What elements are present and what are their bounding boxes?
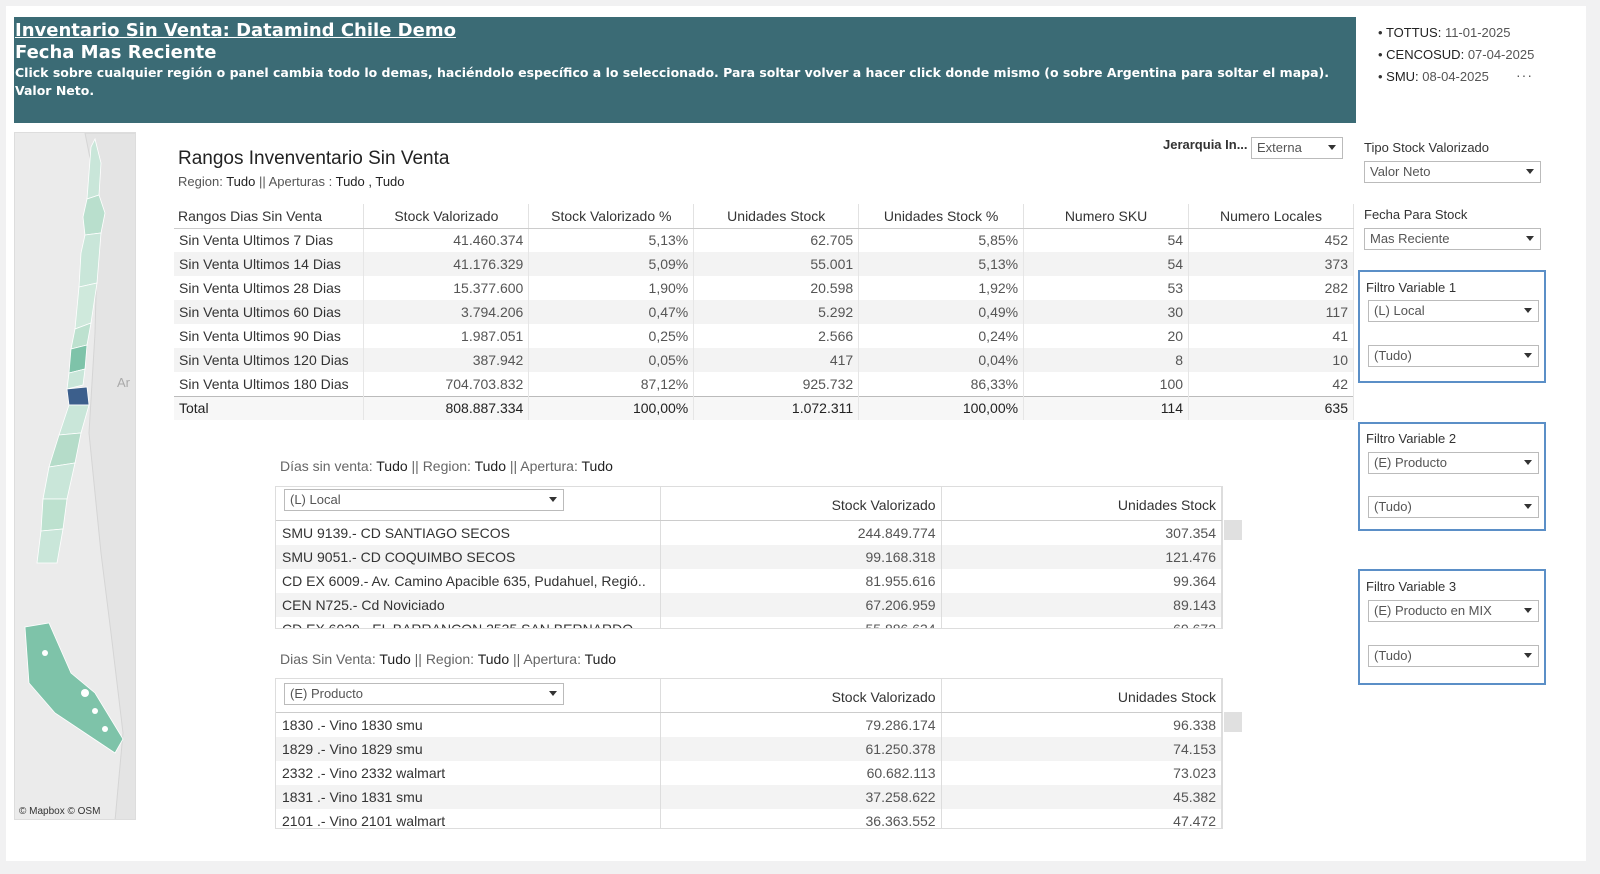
tipo-stock-label: Tipo Stock Valorizado xyxy=(1364,140,1490,155)
map-region xyxy=(24,622,124,754)
map-region xyxy=(40,498,68,532)
locales-table[interactable]: (L) Local Stock Valorizado Unidades Stoc… xyxy=(275,486,1223,629)
total-row[interactable]: Total 808.887.334 100,00% 1.072.311 100,00% 1… xyxy=(174,395,1354,420)
chile-map-svg[interactable] xyxy=(15,133,136,820)
productos-table[interactable]: (E) Producto Stock Valorizado Unidades S… xyxy=(275,678,1223,829)
table-row[interactable]: Sin Venta Ultimos 90 Dias 1.987.051 0,25% 2… xyxy=(174,324,1354,348)
dashboard-subtitle: Fecha Mas Reciente xyxy=(15,42,217,63)
col-header[interactable]: Stock Valorizado xyxy=(661,679,942,712)
productos-scrollbar[interactable] xyxy=(1224,712,1242,732)
chevron-down-icon[interactable] xyxy=(1526,169,1534,174)
chevron-down-icon[interactable] xyxy=(1526,236,1534,241)
productos-header-row: (E) Producto Stock Valorizado Unidades S… xyxy=(276,679,1222,713)
col-header[interactable]: Unidades Stock xyxy=(693,204,860,229)
chevron-down-icon[interactable] xyxy=(1524,460,1532,465)
filtro-1-value-dropdown[interactable]: (Tudo) xyxy=(1368,345,1539,367)
table-row[interactable]: 1829 .- Vino 1829 smu 61.250.378 74.153 xyxy=(276,737,1222,761)
map-credit[interactable]: © Mapbox © OSM xyxy=(19,806,101,817)
date-item: • SMU: 08-04-2025 xyxy=(1378,69,1489,84)
col-header[interactable]: Stock Valorizado xyxy=(661,487,942,520)
col-header[interactable]: Unidades Stock % xyxy=(858,204,1025,229)
map-region xyxy=(36,528,64,564)
col-header[interactable]: Rangos Dias Sin Venta xyxy=(174,204,365,229)
table-row[interactable]: 1831 .- Vino 1831 smu 37.258.622 45.382 xyxy=(276,785,1222,809)
table-row[interactable]: Sin Venta Ultimos 180 Dias 704.703.832 87,… xyxy=(174,372,1354,396)
productos-dimension-dropdown[interactable]: (E) Producto xyxy=(284,683,564,705)
col-header[interactable]: Unidades Stock xyxy=(942,487,1222,520)
chevron-down-icon[interactable] xyxy=(1524,353,1532,358)
col-header[interactable]: Numero Locales xyxy=(1188,204,1354,229)
summary-title: Rangos Invenventario Sin Venta xyxy=(178,148,450,169)
col-header[interactable]: Stock Valorizado xyxy=(363,204,530,229)
filtro-2-value-dropdown[interactable]: (Tudo) xyxy=(1368,496,1539,518)
jerarquia-label: Jerarquia In... xyxy=(1163,137,1248,152)
region-map[interactable]: Ar © Mapbox © OSM xyxy=(14,132,136,820)
table-row[interactable]: Sin Venta Ultimos 28 Dias 15.377.600 1,90%… xyxy=(174,276,1354,300)
chevron-down-icon[interactable] xyxy=(1524,504,1532,509)
table-row[interactable]: Sin Venta Ultimos 60 Dias 3.794.206 0,47% 5… xyxy=(174,300,1354,324)
chevron-down-icon[interactable] xyxy=(1524,308,1532,313)
data-dates-list: • TOTTUS: 11-01-2025 • CENCOSUD: 07-04-2… xyxy=(1378,22,1534,88)
table-row[interactable]: CEN N725.- Cd Noviciado 67.206.959 89.143 xyxy=(276,593,1222,617)
filtro-3-dropdown[interactable]: (E) Producto en MIX xyxy=(1368,600,1539,622)
tipo-stock-dropdown[interactable]: Valor Neto xyxy=(1364,161,1541,183)
summary-header-row: Rangos Dias Sin Venta Stock Valorizado S… xyxy=(174,204,1354,229)
table-row[interactable]: SMU 9051.- CD COQUIMBO SECOS 99.168.318 12… xyxy=(276,545,1222,569)
summary-subtitle: Region: Tudo || Aperturas : Tudo , Tudo xyxy=(178,174,405,189)
chevron-down-icon[interactable] xyxy=(1524,653,1532,658)
dashboard-title[interactable]: Inventario Sin Venta: Datamind Chile Dem… xyxy=(15,20,456,41)
table-row[interactable]: CD EX 6020.- EL BARRANCON 2535 SAN BERNA… xyxy=(276,617,1222,628)
jerarquia-dropdown[interactable]: Externa xyxy=(1251,137,1343,159)
locales-dimension-dropdown[interactable]: (L) Local xyxy=(284,489,564,511)
table-row[interactable]: Sin Venta Ultimos 120 Dias 387.942 0,05% 41… xyxy=(174,348,1354,372)
filtro-3-label: Filtro Variable 3 xyxy=(1366,579,1457,594)
filtro-3-value-dropdown[interactable]: (Tudo) xyxy=(1368,645,1539,667)
filtro-variable-3-box xyxy=(1358,569,1546,685)
table-row[interactable]: 1830 .- Vino 1830 smu 79.286.174 96.338 xyxy=(276,713,1222,737)
map-region xyxy=(66,368,86,390)
argentina-label[interactable]: Ar xyxy=(117,375,130,390)
table-row[interactable]: 2101 .- Vino 2101 walmart 36.363.552 47.47… xyxy=(276,809,1222,828)
date-item: • CENCOSUD: 07-04-2025 xyxy=(1378,47,1535,62)
filtro-variable-1-box xyxy=(1358,270,1546,383)
fecha-stock-label: Fecha Para Stock xyxy=(1364,207,1468,222)
filtro-1-label: Filtro Variable 1 xyxy=(1366,280,1457,295)
dashboard-header: Inventario Sin Venta: Datamind Chile Dem… xyxy=(14,17,1356,123)
summary-table[interactable]: Rangos Dias Sin Venta Stock Valorizado S… xyxy=(174,204,1354,420)
table-row[interactable]: SMU 9139.- CD SANTIAGO SECOS 244.849.774 3… xyxy=(276,521,1222,545)
chevron-down-icon[interactable] xyxy=(549,497,557,502)
locales-title: Días sin venta: Tudo || Region: Tudo || … xyxy=(280,458,613,474)
map-region-selected xyxy=(66,386,90,406)
filtro-2-label: Filtro Variable 2 xyxy=(1366,431,1457,446)
col-header[interactable]: Numero SKU xyxy=(1023,204,1190,229)
locales-header-row: (L) Local Stock Valorizado Unidades Stoc… xyxy=(276,487,1222,521)
fecha-stock-dropdown[interactable]: Mas Reciente xyxy=(1364,228,1541,250)
col-header[interactable]: Stock Valorizado % xyxy=(528,204,695,229)
chevron-down-icon[interactable] xyxy=(1328,145,1336,150)
filtro-1-dropdown[interactable]: (L) Local xyxy=(1368,300,1539,322)
col-header[interactable]: Unidades Stock xyxy=(942,679,1222,712)
chevron-down-icon[interactable] xyxy=(1524,608,1532,613)
chevron-down-icon[interactable] xyxy=(549,691,557,696)
date-item: • TOTTUS: 11-01-2025 xyxy=(1378,25,1511,40)
productos-title: Dias Sin Venta: Tudo || Region: Tudo || … xyxy=(280,651,617,667)
locales-scrollbar[interactable] xyxy=(1224,520,1242,540)
filtro-variable-2-box xyxy=(1358,422,1546,531)
table-row[interactable]: Sin Venta Ultimos 7 Dias 41.460.374 5,13% 6… xyxy=(174,228,1354,252)
value-type-text: Valor Neto. xyxy=(15,83,95,98)
table-row[interactable]: Sin Venta Ultimos 14 Dias 41.176.329 5,09%… xyxy=(174,252,1354,276)
more-options-icon[interactable]: ··· xyxy=(1516,67,1533,83)
table-row[interactable]: CD EX 6009.- Av. Camino Apacible 635, Pu… xyxy=(276,569,1222,593)
instructions-text: Click sobre cualquier región o panel cam… xyxy=(15,65,1329,80)
filtro-2-dropdown[interactable]: (E) Producto xyxy=(1368,452,1539,474)
table-row[interactable]: 2332 .- Vino 2332 walmart 60.682.113 73.02… xyxy=(276,761,1222,785)
